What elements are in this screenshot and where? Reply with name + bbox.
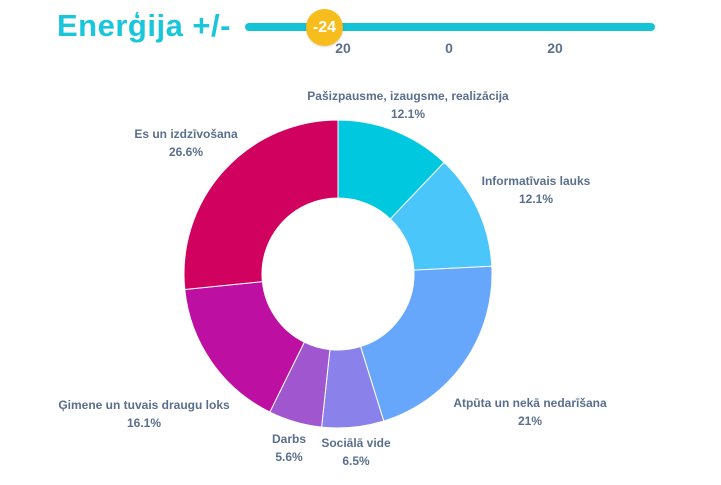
slice-label: Es un izdzīvošana — [134, 127, 238, 141]
slice-label: Informatīvais lauks — [482, 174, 591, 188]
energy-slider-handle[interactable]: -24 — [306, 9, 343, 46]
donut-slice[interactable] — [359, 265, 493, 422]
slice-value-label: 26.6% — [169, 145, 203, 159]
donut-slice[interactable] — [184, 281, 306, 413]
slice-label: Atpūta un nekā nedarīšana — [453, 396, 607, 410]
slice-label: Sociālā vide — [321, 436, 391, 450]
slice-label: Pašizpausme, izaugsme, realizācija — [307, 89, 509, 103]
donut-slice[interactable] — [183, 119, 339, 291]
slice-value-label: 5.6% — [275, 450, 303, 464]
slice-value-label: 16.1% — [127, 416, 161, 430]
slider-tick-label: 0 — [445, 40, 453, 56]
slider-tick-label: 20 — [335, 40, 351, 56]
slice-value-label: 12.1% — [391, 107, 425, 121]
slice-label: Darbs — [272, 432, 306, 446]
slice-value-label: 12.1% — [519, 192, 553, 206]
slice-value-label: 21% — [518, 414, 542, 428]
slice-value-label: 6.5% — [342, 454, 370, 468]
slider-tick-label: 20 — [547, 40, 563, 56]
energy-slider-track[interactable] — [245, 23, 655, 31]
slice-label: Ģimene un tuvais draugu loks — [58, 398, 230, 412]
page-title: Enerģija +/- — [57, 8, 231, 43]
